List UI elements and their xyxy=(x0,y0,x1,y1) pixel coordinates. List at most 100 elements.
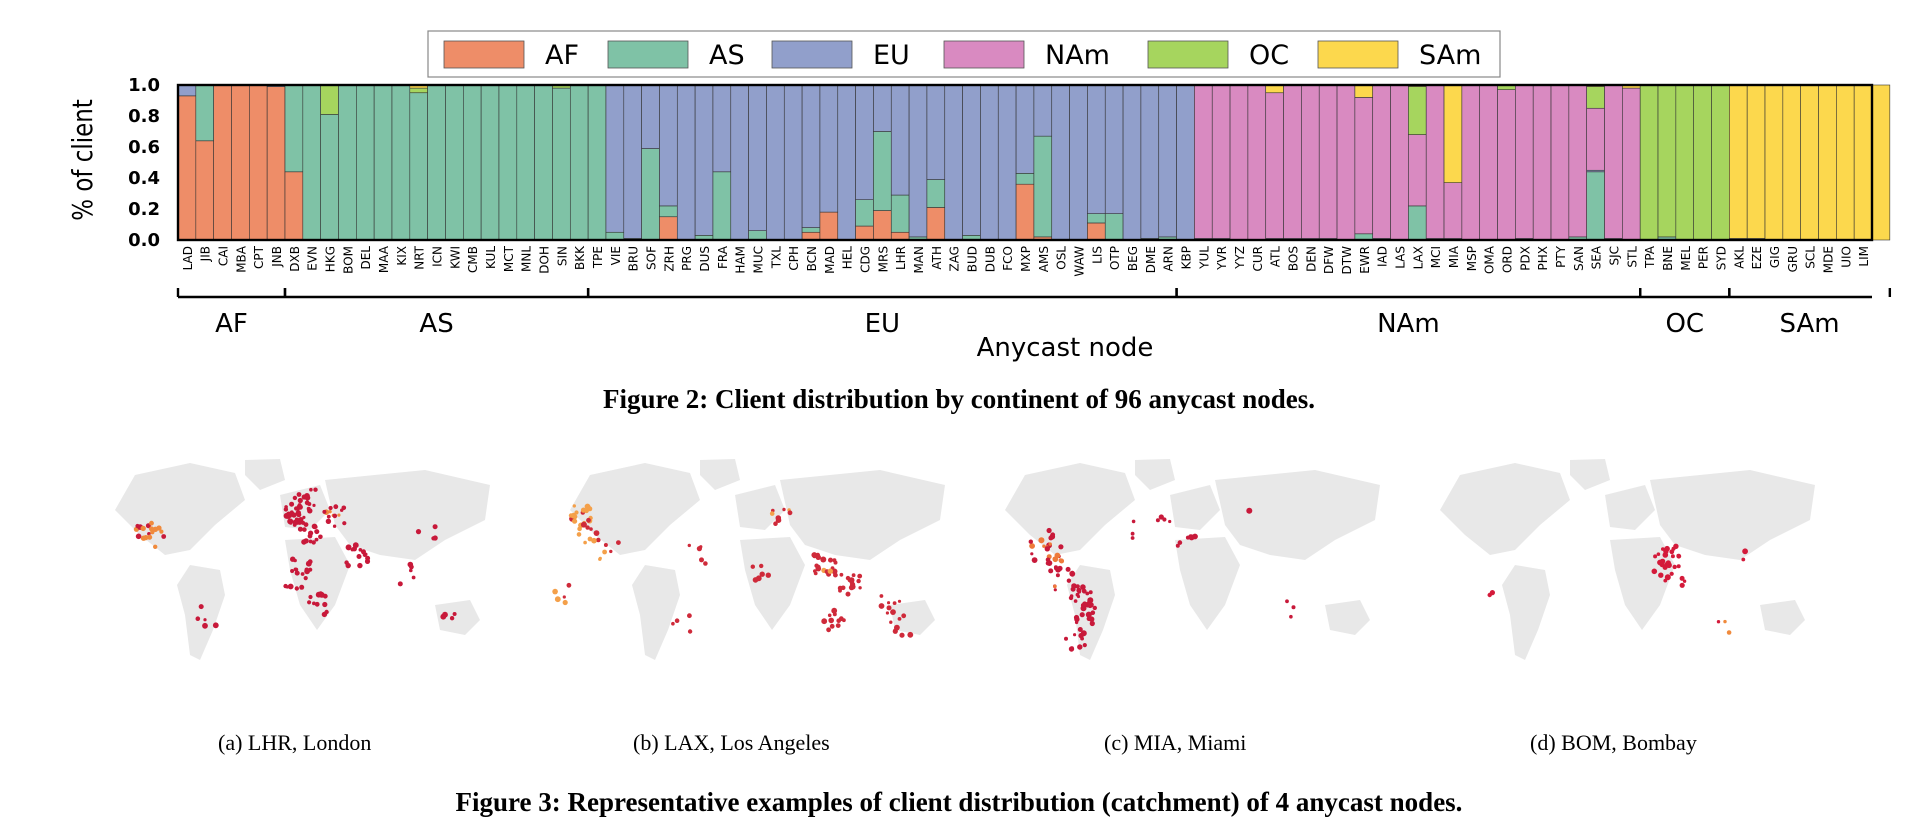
x-tick-label: CUR xyxy=(1251,246,1265,272)
land-mass xyxy=(632,565,680,660)
client-dot xyxy=(907,631,914,638)
x-tick-label: CAI xyxy=(217,246,231,266)
x-tick-label: TPA xyxy=(1643,245,1657,269)
legend-swatch xyxy=(771,40,853,69)
bar-segment xyxy=(890,84,910,196)
client-dot xyxy=(1080,636,1084,641)
client-dot xyxy=(1044,546,1050,552)
x-tick-label: SEA xyxy=(1590,245,1604,269)
client-dot xyxy=(589,527,593,531)
x-tick-label: OMA xyxy=(1483,245,1497,274)
client-dot xyxy=(1080,584,1086,590)
client-dot xyxy=(1046,527,1052,534)
bar-segment xyxy=(409,92,428,241)
legend-label: AF xyxy=(545,40,579,71)
client-dot xyxy=(294,586,299,591)
x-tick-label: CPH xyxy=(787,246,801,271)
client-dot xyxy=(344,560,349,565)
bar-segment xyxy=(1657,84,1677,238)
client-dot xyxy=(552,588,558,595)
bar-segment xyxy=(1390,84,1409,241)
x-tick-label: LIM xyxy=(1857,246,1871,267)
bar-segment xyxy=(641,148,660,241)
x-tick-label: TPE xyxy=(591,246,605,269)
client-dot xyxy=(826,627,831,633)
bar-segment xyxy=(302,84,321,241)
client-dot xyxy=(322,509,327,514)
client-dot xyxy=(851,573,856,578)
bar-segment xyxy=(1247,84,1267,241)
client-dot xyxy=(1089,620,1095,627)
client-dot xyxy=(314,537,319,542)
bar-segment xyxy=(1015,84,1035,174)
client-dot xyxy=(1055,573,1060,578)
map-panel-lax xyxy=(550,455,970,720)
client-dot xyxy=(1651,568,1658,575)
client-dot xyxy=(351,546,357,552)
x-tick-label: MNL xyxy=(520,246,534,272)
bar-segment xyxy=(1568,84,1587,238)
x-tick-label: BKK xyxy=(573,245,587,270)
client-dot xyxy=(299,584,305,590)
land-mass xyxy=(115,463,245,555)
client-dot xyxy=(1045,560,1051,566)
legend-label: EU xyxy=(873,40,910,71)
x-tick-label: GIG xyxy=(1768,246,1782,268)
bar-segment xyxy=(1176,84,1195,241)
group-label: OC xyxy=(1665,309,1704,339)
x-tick-label: MAD xyxy=(823,246,837,274)
client-dot xyxy=(1289,614,1293,619)
client-dot xyxy=(1081,588,1087,594)
x-tick-label: ICN xyxy=(431,246,445,267)
client-dot xyxy=(407,561,414,568)
legend-label: SAm xyxy=(1419,40,1481,71)
x-tick-label: ARN xyxy=(1162,246,1176,272)
client-dot xyxy=(887,601,891,605)
client-dot xyxy=(308,594,313,600)
client-dot xyxy=(292,519,299,525)
x-tick-label: DME xyxy=(1144,246,1158,273)
bar-segment xyxy=(944,84,963,241)
x-tick-label: FRA xyxy=(716,245,730,269)
bar-segment xyxy=(1033,135,1053,238)
x-tick-label: BOS xyxy=(1286,246,1300,271)
x-tick-label: EZE xyxy=(1750,246,1764,269)
client-dot xyxy=(759,563,764,569)
bar-segment xyxy=(266,86,286,241)
bar-segment xyxy=(819,211,839,241)
bar-segment xyxy=(1711,84,1730,241)
x-tick-label: MSP xyxy=(1465,246,1479,271)
land-mass xyxy=(325,470,490,560)
bar-segment xyxy=(1871,84,1891,241)
x-tick-label: WAW xyxy=(1072,246,1086,277)
legend-swatch xyxy=(443,40,525,69)
client-dot xyxy=(311,540,316,545)
world-map xyxy=(1005,459,1380,660)
group-label: NAm xyxy=(1377,309,1440,339)
bar-segment xyxy=(659,205,678,218)
client-dot xyxy=(364,552,368,556)
client-dot xyxy=(845,591,851,597)
client-dot xyxy=(885,611,889,615)
client-dot xyxy=(449,616,455,621)
x-tick-label: DEL xyxy=(359,246,373,270)
x-tick-label: PHX xyxy=(1536,246,1550,270)
figure-3-caption: Figure 3: Representative examples of cli… xyxy=(455,787,1463,817)
client-dot xyxy=(585,525,590,530)
legend-swatch xyxy=(943,40,1025,69)
client-dot xyxy=(1742,548,1748,555)
client-dot xyxy=(1076,587,1082,593)
client-dot xyxy=(1676,553,1680,558)
map-caption-a: (a) LHR, London xyxy=(218,730,372,755)
x-tick-label: KWI xyxy=(448,246,462,269)
x-tick-label: MEL xyxy=(1679,246,1693,271)
client-dot xyxy=(890,609,896,615)
client-dot xyxy=(901,613,907,619)
client-dot xyxy=(591,537,597,544)
y-axis-label: % of client xyxy=(67,99,100,221)
x-tick-label: BOM xyxy=(341,246,355,274)
client-dot xyxy=(1085,611,1092,618)
x-tick-label: TXL xyxy=(769,246,783,270)
x-tick-label: MDE xyxy=(1821,246,1835,273)
client-dot xyxy=(835,623,841,628)
